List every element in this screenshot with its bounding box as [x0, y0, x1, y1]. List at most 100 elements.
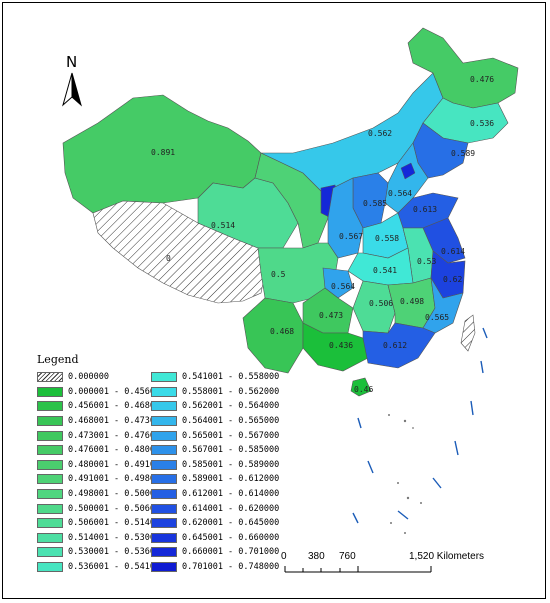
map-label: 0.536 — [470, 119, 494, 128]
legend-item: 0.541001 - 0.558000 — [151, 370, 279, 385]
legend-swatch — [151, 372, 177, 383]
map-label: 0.564 — [331, 282, 355, 291]
map-label: 0.541 — [373, 266, 397, 275]
north-label: N — [66, 53, 78, 71]
region-fujian — [422, 277, 464, 334]
map-label: 0.567 — [339, 232, 363, 241]
region-taiwan — [460, 314, 476, 352]
legend-label: 0.536001 - 0.541000 — [68, 562, 166, 573]
legend-swatch — [151, 547, 177, 558]
legend-item: 0.565001 - 0.567000 — [151, 428, 279, 443]
legend-title: Legend — [37, 353, 79, 366]
map-label: 0.436 — [329, 341, 353, 350]
legend-swatch — [151, 489, 177, 500]
map-label: 0.476 — [470, 75, 494, 84]
legend-label: 0.620001 - 0.645000 — [182, 518, 280, 529]
legend-item: 0.473001 - 0.476000 — [37, 428, 165, 443]
legend-swatch — [37, 430, 63, 441]
legend-label: 0.000000 — [68, 372, 109, 383]
legend-item: 0.562001 - 0.564000 — [151, 399, 279, 414]
legend-item: 0.530001 - 0.536000 — [37, 545, 165, 560]
region-hainan — [350, 377, 372, 397]
legend-label: 0.498001 - 0.500000 — [68, 489, 166, 500]
legend-item: 0.558001 - 0.562000 — [151, 385, 279, 400]
region-yunnan — [242, 297, 304, 374]
legend-swatch — [151, 459, 177, 470]
legend-swatch — [151, 416, 177, 427]
legend-item: 0.000001 - 0.456000 — [37, 385, 165, 400]
legend-item: 0.567001 - 0.585000 — [151, 443, 279, 458]
region-tibet — [92, 200, 266, 304]
legend-label: 0.589001 - 0.612000 — [182, 474, 280, 485]
legend-item: 0.536001 - 0.541000 — [37, 560, 165, 575]
legend-label: 0.468001 - 0.473000 — [68, 416, 166, 427]
choropleth-map: 0.891 0.514 0 0.5 0.468 0.473 0.436 0.46… — [62, 27, 519, 534]
legend-label: 0.506001 - 0.514000 — [68, 518, 166, 529]
map-label: 0.891 — [151, 148, 175, 157]
legend-swatch — [151, 401, 177, 412]
legend-item: 0.506001 - 0.514000 — [37, 516, 165, 531]
region-guangdong — [362, 322, 436, 369]
legend-swatch — [37, 503, 63, 514]
legend-swatch — [37, 372, 63, 383]
legend-label: 0.530001 - 0.536000 — [68, 547, 166, 558]
legend-swatch — [37, 562, 63, 573]
map-label: 0.565 — [425, 313, 449, 322]
scale-bar-line — [284, 566, 432, 573]
legend-label: 0.000001 - 0.456000 — [68, 386, 166, 397]
map-label: 0.468 — [270, 327, 294, 336]
legend-item: 0.468001 - 0.473000 — [37, 414, 165, 429]
legend-item: 0.614001 - 0.620000 — [151, 501, 279, 516]
legend-label: 0.562001 - 0.564000 — [182, 401, 280, 412]
legend-item: 0.514001 - 0.530000 — [37, 531, 165, 546]
legend-item: 0.620001 - 0.645000 — [151, 516, 279, 531]
legend-label: 0.476001 - 0.480000 — [68, 445, 166, 456]
legend-swatch — [151, 386, 177, 397]
legend-label: 0.645001 - 0.660000 — [182, 532, 280, 543]
legend-item: 0.456001 - 0.468000 — [37, 399, 165, 414]
legend-swatch — [151, 532, 177, 543]
map-label: 0.473 — [319, 311, 343, 320]
scale-tick-label: 760 — [339, 551, 356, 562]
legend-label: 0.491001 - 0.498000 — [68, 474, 166, 485]
map-label: 0.558 — [375, 234, 399, 243]
legend-swatch — [151, 430, 177, 441]
legend-item: 0.612001 - 0.614000 — [151, 487, 279, 502]
legend-item: 0.000000 — [37, 370, 165, 385]
legend-label: 0.558001 - 0.562000 — [182, 386, 280, 397]
scale-tick-label: 0 — [281, 551, 287, 562]
legend-swatch — [37, 547, 63, 558]
legend-item: 0.476001 - 0.480000 — [37, 443, 165, 458]
legend-label: 0.480001 - 0.491000 — [68, 459, 166, 470]
legend-swatch — [37, 474, 63, 485]
legend-label: 0.514001 - 0.530000 — [68, 532, 166, 543]
map-label: 0.506 — [369, 299, 393, 308]
legend-item: 0.645001 - 0.660000 — [151, 531, 279, 546]
map-label: 0 — [166, 254, 171, 263]
legend-label: 0.701001 - 0.748000 — [182, 562, 280, 573]
map-label: 0.562 — [368, 129, 392, 138]
legend: Legend 0.000000 0.000001 - 0.456000 0.4560… — [37, 353, 279, 585]
legend-label: 0.614001 - 0.620000 — [182, 503, 280, 514]
legend-swatch — [151, 503, 177, 514]
legend-swatch — [151, 562, 177, 573]
legend-swatch — [37, 459, 63, 470]
legend-swatch — [37, 401, 63, 412]
map-label: 0.589 — [451, 149, 475, 158]
map-label: 0.613 — [413, 205, 437, 214]
legend-item: 0.498001 - 0.500000 — [37, 487, 165, 502]
legend-item: 0.701001 - 0.748000 — [151, 560, 279, 575]
legend-item: 0.491001 - 0.498000 — [37, 472, 165, 487]
legend-label: 0.565001 - 0.567000 — [182, 430, 280, 441]
legend-label: 0.567001 - 0.585000 — [182, 445, 280, 456]
map-label: 0.564 — [388, 189, 412, 198]
islands — [388, 414, 422, 534]
map-label: 0.498 — [400, 297, 424, 306]
legend-swatch — [151, 445, 177, 456]
map-label: 0.585 — [363, 199, 387, 208]
map-frame: 0.891 0.514 0 0.5 0.468 0.473 0.436 0.46… — [2, 2, 546, 599]
legend-column-2: 0.541001 - 0.558000 0.558001 - 0.562000 0.… — [151, 370, 279, 574]
legend-label: 0.456001 - 0.468000 — [68, 401, 166, 412]
legend-swatch — [37, 386, 63, 397]
legend-label: 0.500001 - 0.506000 — [68, 503, 166, 514]
